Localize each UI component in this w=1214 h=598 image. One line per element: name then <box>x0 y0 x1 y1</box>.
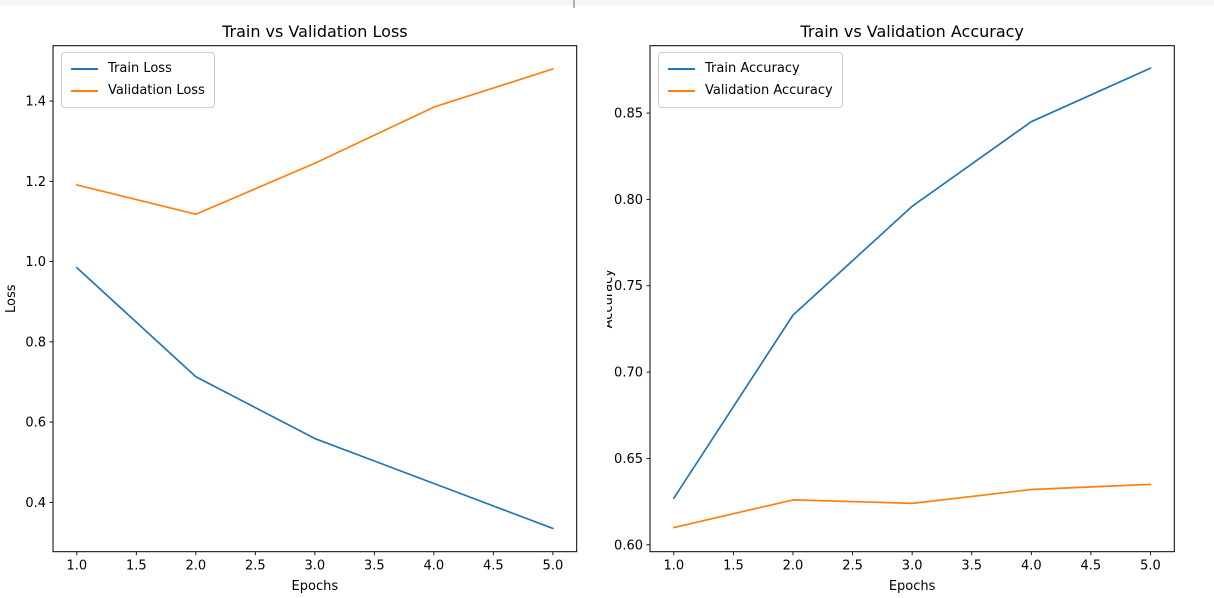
legend-entry: Train Loss <box>71 58 205 80</box>
legend-line-swatch <box>668 89 695 92</box>
series-line-train-accuracy <box>672 67 1152 500</box>
y-tick-label: 0.85 <box>614 107 643 122</box>
legend-label: Validation Accuracy <box>705 83 833 99</box>
x-tick-label: 3.0 <box>902 559 923 574</box>
legend-label: Train Loss <box>108 61 172 77</box>
series-line-validation-loss <box>75 68 554 216</box>
y-tick-label: 1.0 <box>25 255 46 270</box>
top-strip <box>0 0 1214 8</box>
chart-canvas: 1.0 1.5 2.0 2.5 3.0 3.5 4.0 4.5 5.0 0.4 0.6 0.8 1.0 1… <box>4 22 578 594</box>
window-divider <box>573 0 575 8</box>
x-tick-label: 1.0 <box>66 559 87 574</box>
x-tick-label: 5.0 <box>543 559 564 574</box>
x-tick-label: 4.0 <box>1021 559 1042 574</box>
legend-entry: Validation Loss <box>71 80 205 102</box>
y-tick-label: 0.8 <box>25 335 46 350</box>
x-tick-label: 2.0 <box>185 559 206 574</box>
x-tick-label: 2.0 <box>783 559 804 574</box>
plot-border <box>52 45 578 553</box>
chart-canvas: 1.0 1.5 2.0 2.5 3.0 3.5 4.0 4.5 5.0 0.60 0.65 0.70 0… <box>607 22 1175 594</box>
legend: Train Loss Validation Loss <box>61 51 215 108</box>
x-tick-label: 3.5 <box>961 559 982 574</box>
figure-accuracy-chart: 1.0 1.5 2.0 2.5 3.0 3.5 4.0 4.5 5.0 0.60 0.65 0.70 0… <box>607 0 1214 598</box>
y-tick-label: 0.6 <box>25 416 46 431</box>
y-tick-label: 1.4 <box>25 95 46 110</box>
plot-border <box>649 45 1175 553</box>
y-axis-label: Accuracy <box>607 269 616 329</box>
y-tick-label: 0.65 <box>614 452 643 467</box>
legend-label: Train Accuracy <box>705 61 800 77</box>
x-tick-label: 4.5 <box>1081 559 1102 574</box>
legend-label: Validation Loss <box>108 83 205 99</box>
y-tick-label: 1.2 <box>25 175 46 190</box>
series-line-validation-accuracy <box>672 483 1152 529</box>
legend-line-swatch <box>71 67 98 70</box>
legend-line-swatch <box>668 67 695 70</box>
x-axis-label: Epochs <box>889 579 936 594</box>
legend-entry: Train Accuracy <box>668 58 833 80</box>
x-tick-label: 4.0 <box>424 559 445 574</box>
y-axis-label: Loss <box>4 284 19 313</box>
chart-title: Train vs Validation Accuracy <box>799 22 1024 41</box>
chart-title: Train vs Validation Loss <box>221 22 408 41</box>
x-tick-label: 1.0 <box>663 559 684 574</box>
y-tick-label: 0.75 <box>614 279 643 294</box>
x-tick-label: 1.5 <box>126 559 147 574</box>
legend: Train Accuracy Validation Accuracy <box>658 51 843 108</box>
figure-loss-chart: 1.0 1.5 2.0 2.5 3.0 3.5 4.0 4.5 5.0 0.4 0.6 0.8 1.0 1… <box>4 22 578 594</box>
x-tick-label: 5.0 <box>1140 559 1161 574</box>
x-tick-label: 3.0 <box>305 559 326 574</box>
y-tick-label: 0.80 <box>614 193 643 208</box>
y-tick-label: 0.60 <box>614 538 643 553</box>
legend-line-swatch <box>71 89 98 92</box>
x-tick-label: 2.5 <box>842 559 863 574</box>
y-tick-label: 0.70 <box>614 366 643 381</box>
x-tick-label: 1.5 <box>723 559 744 574</box>
x-axis-label: Epochs <box>292 579 339 594</box>
x-tick-label: 3.5 <box>364 559 385 574</box>
legend-entry: Validation Accuracy <box>668 80 833 102</box>
x-tick-label: 2.5 <box>245 559 266 574</box>
y-tick-label: 0.4 <box>25 496 46 511</box>
x-tick-label: 4.5 <box>483 559 504 574</box>
series-line-train-loss <box>75 266 554 530</box>
